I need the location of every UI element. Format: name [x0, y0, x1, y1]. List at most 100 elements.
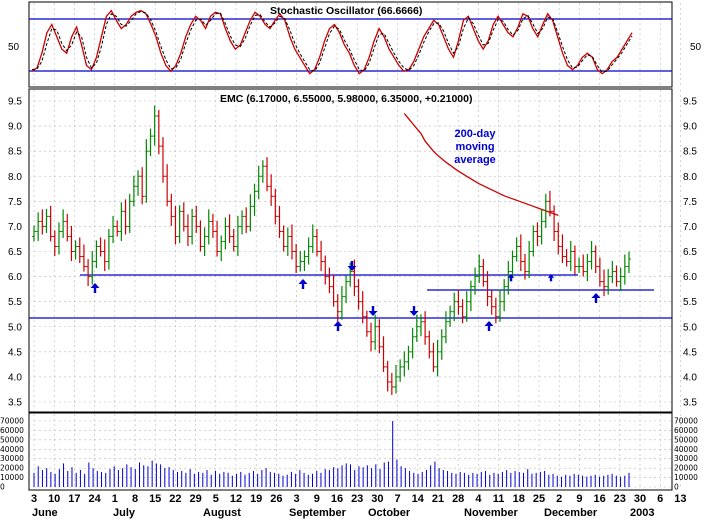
volume-tick-label: 10000	[0, 473, 24, 482]
x-axis: 3 10 17 24 1 8 15 22 29 5 12 19 26 3 9 16 23 30 7 14 21 28 4 11…	[31, 493, 687, 519]
price-tick-label: 8.0	[683, 172, 697, 183]
x-day-label: 11	[493, 493, 505, 505]
volume-tick-label: 60000	[674, 426, 698, 435]
x-day-label: 3	[294, 493, 300, 505]
price-tick-label: 6.5	[8, 247, 22, 258]
price-tick-label: 4.5	[8, 347, 22, 358]
price-tick-label: 4.0	[8, 372, 22, 383]
price-tick-label: 9.0	[8, 122, 22, 133]
x-month-label: August	[203, 507, 241, 519]
stochastic-gridlines	[33, 3, 681, 86]
x-day-label: 22	[169, 493, 181, 505]
price-tick-label: 9.5	[683, 97, 697, 108]
ma-annotation: 200-day moving average	[454, 128, 496, 166]
price-tick-label: 7.0	[8, 222, 22, 233]
price-tick-label: 5.0	[683, 322, 697, 333]
moving-average-line	[403, 113, 559, 217]
x-month-label: July	[113, 507, 136, 519]
x-day-label: 14	[412, 493, 425, 505]
x-axis-day-labels: 3 10 17 24 1 8 15 22 29 5 12 19 26 3 9 16 23 30 7 14 21 28 4 11…	[31, 493, 687, 505]
ma-annotation-box: 200-day moving average	[454, 128, 496, 166]
price-tick-label: 3.5	[8, 398, 22, 409]
volume-tick-label: 50000	[674, 435, 698, 444]
price-tick-label: 3.5	[683, 398, 697, 409]
price-frame	[28, 88, 673, 413]
down-arrow-icon	[368, 306, 378, 316]
x-axis-month-labels: June July August September October November De…	[32, 507, 654, 519]
up-arrow-icon	[484, 321, 494, 331]
volume-tick-label: 20000	[0, 464, 24, 473]
x-day-label: 16	[593, 493, 605, 505]
price-axis-labels: 9.5 9.5 9.0 9.0 8.5 8.5 8.0 8.0 7.5 7.5 7.0 7.0 6.5 6…	[8, 97, 697, 409]
x-day-label: 24	[88, 493, 101, 505]
x-day-label: 3	[31, 493, 37, 505]
stochastic-title: Stochastic Oscillator (66.6666)	[270, 5, 422, 17]
x-month-label: 2003	[630, 507, 654, 519]
price-tick-label: 9.5	[8, 97, 22, 108]
up-arrow-icon	[507, 274, 515, 282]
stochastic-panel: Stochastic Oscillator (66.6666) 50 50	[8, 1, 702, 88]
x-month-label: November	[464, 507, 519, 519]
price-tick-label: 8.0	[8, 172, 22, 183]
x-day-label: 13	[674, 493, 686, 505]
down-arrow-icon	[347, 261, 357, 271]
up-arrow-icon	[298, 279, 308, 289]
volume-tick-label: 30000	[0, 454, 24, 463]
x-month-label: June	[32, 507, 58, 519]
x-day-label: 29	[189, 493, 201, 505]
price-tick-label: 6.0	[8, 272, 22, 283]
x-day-label: 25	[533, 493, 545, 505]
volume-frame	[28, 412, 673, 491]
price-tick-label: 8.5	[8, 147, 22, 158]
x-month-label: September	[289, 507, 347, 519]
x-month-label: October	[368, 507, 411, 519]
x-day-label: 7	[395, 493, 401, 505]
x-day-label: 23	[351, 493, 363, 505]
price-tick-label: 6.0	[683, 272, 697, 283]
x-day-label: 30	[371, 493, 383, 505]
volume-tick-label: 40000	[0, 445, 24, 454]
volume-tick-label: 30000	[674, 454, 698, 463]
x-day-label: 18	[513, 493, 525, 505]
x-day-label: 19	[250, 493, 262, 505]
price-tick-label: 7.5	[683, 197, 697, 208]
price-tick-label: 5.0	[8, 322, 22, 333]
stochastic-tick-right: 50	[690, 42, 702, 53]
volume-tick-label: 10000	[674, 473, 698, 482]
x-day-label: 9	[576, 493, 582, 505]
price-tick-label: 4.5	[683, 347, 697, 358]
price-panel: 9.5 9.5 9.0 9.0 8.5 8.5 8.0 8.0 7.5 7.5 7.0 7.0 6.5 6…	[8, 88, 697, 413]
volume-tick-label: 70000	[674, 417, 698, 426]
x-day-label: 2	[556, 493, 562, 505]
x-day-label: 9	[314, 493, 320, 505]
x-day-label: 28	[452, 493, 464, 505]
volume-tick-label: 40000	[674, 445, 698, 454]
price-tick-label: 8.5	[683, 147, 697, 158]
price-tick-label: 4.0	[683, 372, 697, 383]
volume-tick-label: 70000	[0, 417, 24, 426]
price-tick-label: 7.0	[683, 222, 697, 233]
volume-tick-label: 0	[674, 483, 679, 492]
price-gridlines	[29, 90, 681, 411]
price-tick-label: 5.5	[683, 297, 697, 308]
x-day-label: 6	[657, 493, 663, 505]
x-day-label: 30	[634, 493, 646, 505]
stochastic-frame	[28, 1, 673, 88]
up-arrow-icon	[591, 293, 601, 303]
annotation-arrows	[90, 261, 601, 331]
volume-tick-label: 0	[0, 483, 5, 492]
volume-tick-label: 20000	[674, 464, 698, 473]
price-title: EMC (6.17000, 6.55000, 5.98000, 6.35000,…	[220, 93, 473, 105]
up-arrow-icon	[90, 283, 100, 293]
x-day-label: 26	[270, 493, 282, 505]
x-day-label: 23	[614, 493, 626, 505]
x-day-label: 5	[213, 493, 219, 505]
x-month-label: December	[544, 507, 598, 519]
up-arrow-icon	[547, 274, 555, 282]
down-arrow-icon	[409, 306, 419, 316]
price-tick-label: 7.5	[8, 197, 22, 208]
